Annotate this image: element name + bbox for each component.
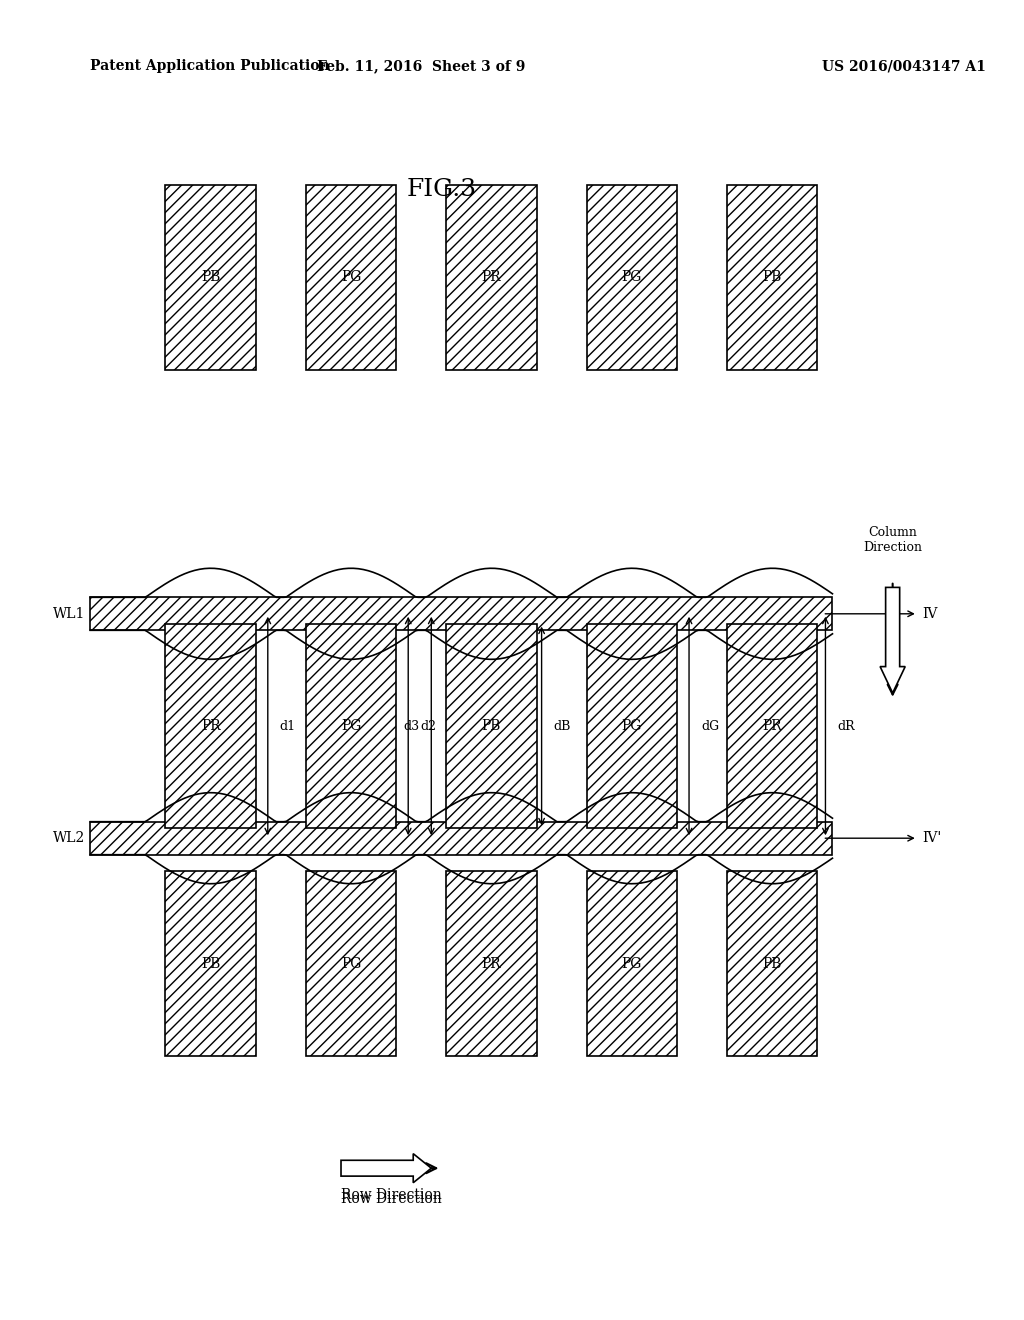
Text: PG: PG <box>341 271 361 284</box>
FancyBboxPatch shape <box>90 597 833 630</box>
FancyBboxPatch shape <box>306 624 396 829</box>
FancyBboxPatch shape <box>587 185 677 370</box>
Text: FIG.3: FIG.3 <box>407 178 476 201</box>
FancyBboxPatch shape <box>727 185 817 370</box>
FancyBboxPatch shape <box>166 871 256 1056</box>
FancyBboxPatch shape <box>446 624 537 829</box>
Text: PR: PR <box>763 719 782 733</box>
FancyArrow shape <box>341 1154 431 1183</box>
Text: PG: PG <box>622 719 642 733</box>
FancyBboxPatch shape <box>446 185 537 370</box>
FancyArrow shape <box>880 587 905 693</box>
Text: WL2: WL2 <box>53 832 85 845</box>
FancyBboxPatch shape <box>90 821 833 855</box>
FancyBboxPatch shape <box>306 185 396 370</box>
Text: PB: PB <box>201 957 220 970</box>
Text: PR: PR <box>481 957 502 970</box>
Text: d1: d1 <box>280 719 296 733</box>
Text: dR: dR <box>838 719 855 733</box>
FancyBboxPatch shape <box>306 871 396 1056</box>
Text: PB: PB <box>201 271 220 284</box>
Text: PR: PR <box>201 719 220 733</box>
Text: PB: PB <box>481 719 501 733</box>
Text: Patent Application Publication: Patent Application Publication <box>90 59 330 74</box>
Text: dB: dB <box>554 719 571 733</box>
Text: d2: d2 <box>420 719 436 733</box>
Text: IV: IV <box>923 607 938 620</box>
Text: Row Direction: Row Direction <box>341 1188 441 1203</box>
Text: US 2016/0043147 A1: US 2016/0043147 A1 <box>822 59 986 74</box>
Text: PB: PB <box>763 957 782 970</box>
Text: PB: PB <box>763 271 782 284</box>
FancyBboxPatch shape <box>166 624 256 829</box>
Text: Feb. 11, 2016  Sheet 3 of 9: Feb. 11, 2016 Sheet 3 of 9 <box>317 59 525 74</box>
FancyBboxPatch shape <box>166 185 256 370</box>
FancyBboxPatch shape <box>727 624 817 829</box>
Text: Column
Direction: Column Direction <box>863 527 923 554</box>
Text: PG: PG <box>622 957 642 970</box>
Text: WL1: WL1 <box>53 607 85 620</box>
FancyBboxPatch shape <box>587 871 677 1056</box>
Text: Row Direction: Row Direction <box>341 1192 441 1206</box>
FancyBboxPatch shape <box>587 624 677 829</box>
Text: d3: d3 <box>403 719 419 733</box>
Text: IV': IV' <box>923 832 942 845</box>
Text: PG: PG <box>341 957 361 970</box>
Text: PG: PG <box>622 271 642 284</box>
Text: dG: dG <box>701 719 719 733</box>
Text: PR: PR <box>481 271 502 284</box>
Text: PG: PG <box>341 719 361 733</box>
FancyBboxPatch shape <box>727 871 817 1056</box>
FancyBboxPatch shape <box>446 871 537 1056</box>
